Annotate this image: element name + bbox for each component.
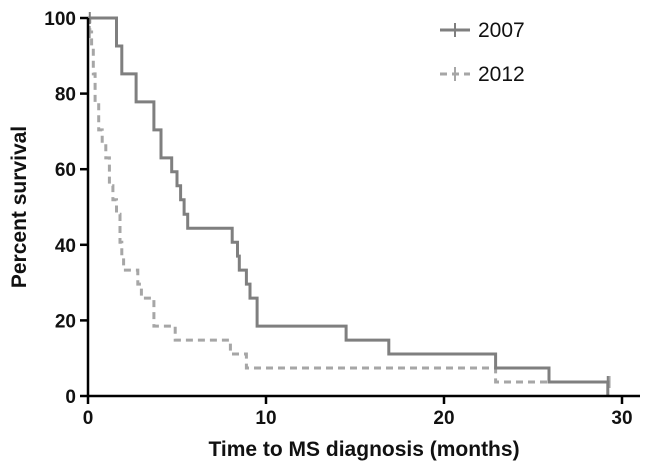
- y-tick-label: 60: [55, 160, 76, 181]
- y-tick-label: 40: [55, 236, 76, 257]
- y-axis-title: Percent survival: [8, 126, 31, 288]
- x-axis-title: Time to MS diagnosis (months): [208, 438, 519, 461]
- y-tick-label: 100: [44, 9, 76, 30]
- x-tick-label: 30: [611, 408, 632, 429]
- legend-label-2007: 2007: [478, 19, 525, 42]
- legend-label-2012: 2012: [478, 63, 525, 86]
- ticks-layer: 0 10 20 30 0 20 40 60 80 100: [44, 9, 632, 429]
- x-tick-label: 0: [83, 408, 94, 429]
- y-tick-label: 80: [55, 85, 76, 106]
- legend: 2007 2012: [440, 19, 525, 86]
- axes-layer: [86, 18, 640, 398]
- series-line-2012: [88, 16, 610, 384]
- series-line-2007: [88, 16, 610, 396]
- x-tick-label: 10: [255, 408, 276, 429]
- series-layer: [88, 12, 611, 396]
- y-tick-label: 20: [55, 311, 76, 332]
- y-tick-label: 0: [65, 387, 76, 408]
- x-tick-label: 20: [433, 408, 454, 429]
